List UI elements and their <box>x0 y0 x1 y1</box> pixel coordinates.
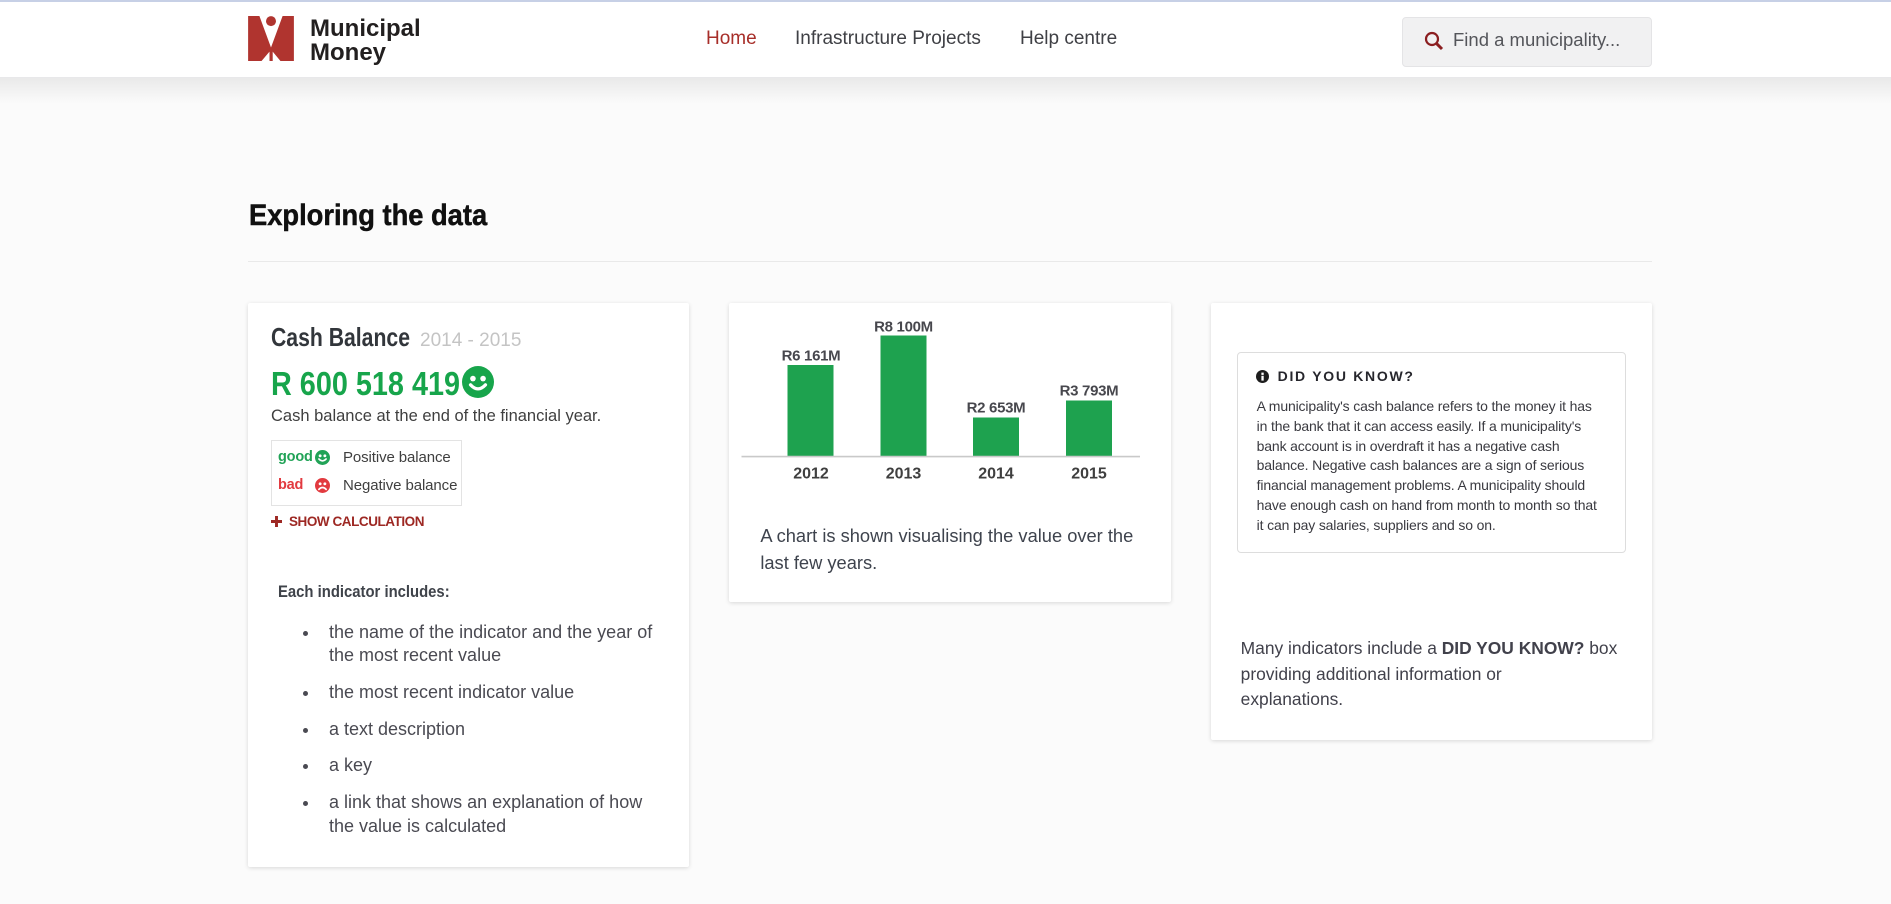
svg-text:2013: 2013 <box>886 466 922 483</box>
svg-text:R8 100M: R8 100M <box>874 319 933 336</box>
svg-text:R2 653M: R2 653M <box>967 400 1026 417</box>
svg-text:2012: 2012 <box>794 466 830 483</box>
svg-text:2015: 2015 <box>1072 466 1108 483</box>
svg-text:R6 161M: R6 161M <box>782 348 841 365</box>
svg-text:2014: 2014 <box>979 466 1015 483</box>
svg-text:R3 793M: R3 793M <box>1060 383 1119 400</box>
